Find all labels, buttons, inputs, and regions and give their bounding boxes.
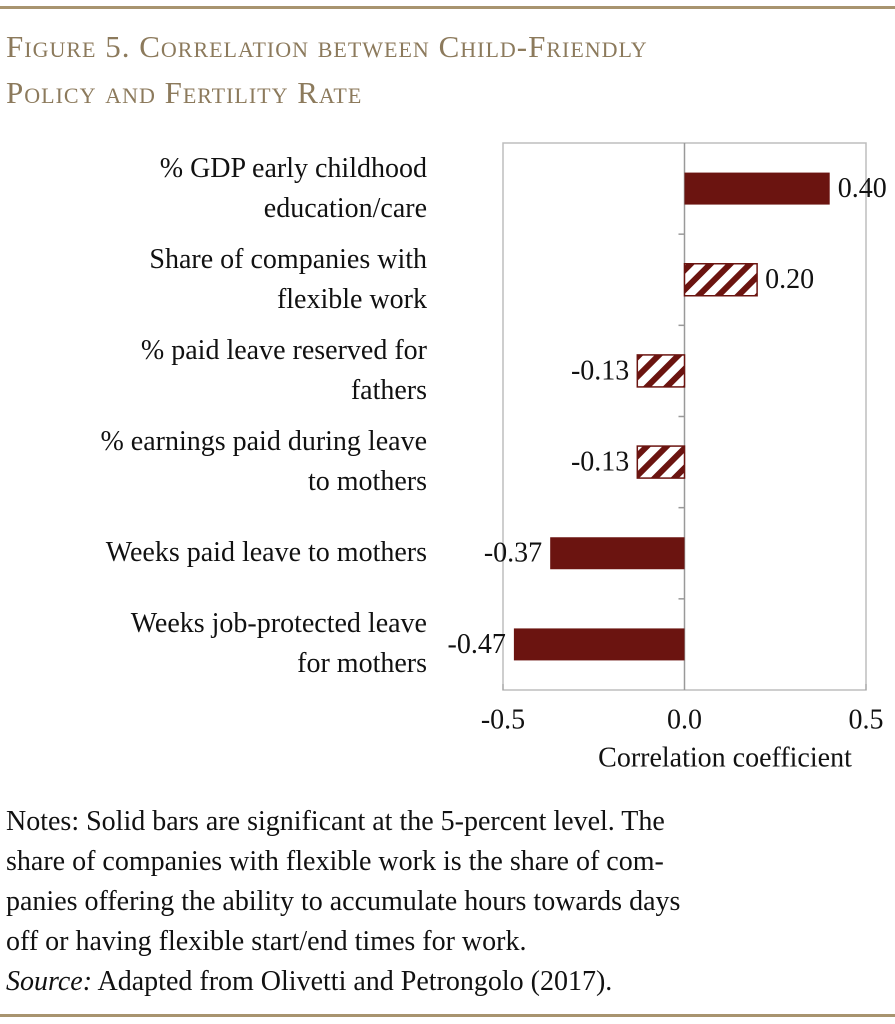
top-rule xyxy=(0,6,895,9)
category-label: % paid leave reserved for fathers xyxy=(140,334,427,406)
category-label: Share of companies with flexible work xyxy=(149,243,427,315)
category-label: % earnings paid during leave to mothers xyxy=(100,426,427,498)
category-label: Weeks paid leave to mothers xyxy=(105,537,427,569)
bar xyxy=(550,537,685,570)
bottom-rule xyxy=(0,1014,895,1017)
value-label: -0.13 xyxy=(571,447,629,478)
source-text: Adapted from Olivetti and Petrongolo (20… xyxy=(97,966,613,997)
category-label: Weeks job-protected leave for mothers xyxy=(130,608,427,680)
x-tick-label: -0.5 xyxy=(481,704,525,735)
source-label: Source: xyxy=(6,966,93,997)
bar xyxy=(636,354,686,388)
x-tick-label: 0.0 xyxy=(667,704,702,735)
value-label: 0.40 xyxy=(838,173,887,204)
value-label: -0.47 xyxy=(448,629,506,660)
bar xyxy=(684,172,830,205)
x-tick-label: 0.5 xyxy=(849,704,884,735)
bar xyxy=(513,628,685,661)
notes: Notes: Solid bars are significant at the… xyxy=(6,806,681,957)
source: Source: Adapted from Olivetti and Petron… xyxy=(6,962,612,1002)
value-label: 0.20 xyxy=(765,264,814,295)
bar xyxy=(683,263,758,297)
x-axis-title: Correlation coefficient xyxy=(598,742,852,773)
bar xyxy=(636,445,686,479)
value-label: -0.13 xyxy=(571,355,629,386)
category-label: % GDP early childhood education/care xyxy=(159,152,427,224)
chart-title: Figure 5. Correlation between Child-Frie… xyxy=(6,29,648,110)
value-label: -0.37 xyxy=(484,538,542,569)
